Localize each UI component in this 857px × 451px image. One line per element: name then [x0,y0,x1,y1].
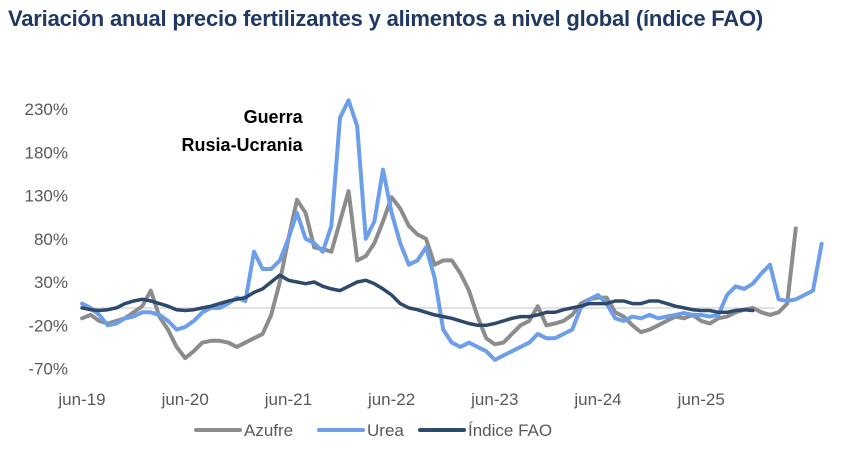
series-line-urea [80,98,824,362]
annotation-line-1: Guerra [244,107,304,127]
x-tick-label: jun-23 [470,390,518,409]
y-tick-label: 230% [25,100,68,119]
x-tick-label: jun-19 [57,390,105,409]
legend-label-azufre: Azufre [244,421,293,440]
y-tick-label: -20% [28,316,68,335]
series-line-indice-fao [80,273,755,328]
annotation-line-2: Rusia-Ucrania [182,135,304,155]
y-tick-label: 30% [34,273,68,292]
y-tick-label: 80% [34,230,68,249]
x-tick-label: jun-25 [677,390,725,409]
chart-title: Variación anual precio fertilizantes y a… [8,6,764,31]
x-tick-label: jun-22 [367,390,415,409]
series-line-azufre [80,189,798,361]
legend-label-urea: Urea [367,421,404,440]
x-tick-label: jun-20 [161,390,209,409]
x-tick-label: jun-24 [573,390,621,409]
x-tick-label: jun-21 [264,390,312,409]
legend-label-indice-fao: Índice FAO [468,421,552,440]
y-tick-label: 180% [25,143,68,162]
y-tick-label: 130% [25,187,68,206]
y-tick-label: -70% [28,360,68,379]
